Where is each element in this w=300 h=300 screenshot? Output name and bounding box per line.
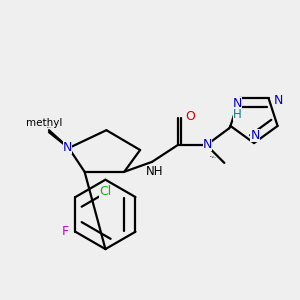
Text: methyl: methyl <box>47 127 52 128</box>
Text: O: O <box>186 110 196 123</box>
Text: methyl: methyl <box>26 118 62 128</box>
Text: methyl: methyl <box>209 156 214 157</box>
Text: N: N <box>250 129 260 142</box>
Text: N: N <box>233 97 242 110</box>
Text: N: N <box>203 138 212 151</box>
Text: methyl: methyl <box>212 157 216 158</box>
Text: F: F <box>62 225 69 238</box>
Text: N: N <box>63 140 73 154</box>
Text: N: N <box>274 94 283 107</box>
Text: Cl: Cl <box>99 185 112 198</box>
Text: NH: NH <box>146 165 164 178</box>
Text: H: H <box>233 108 242 121</box>
